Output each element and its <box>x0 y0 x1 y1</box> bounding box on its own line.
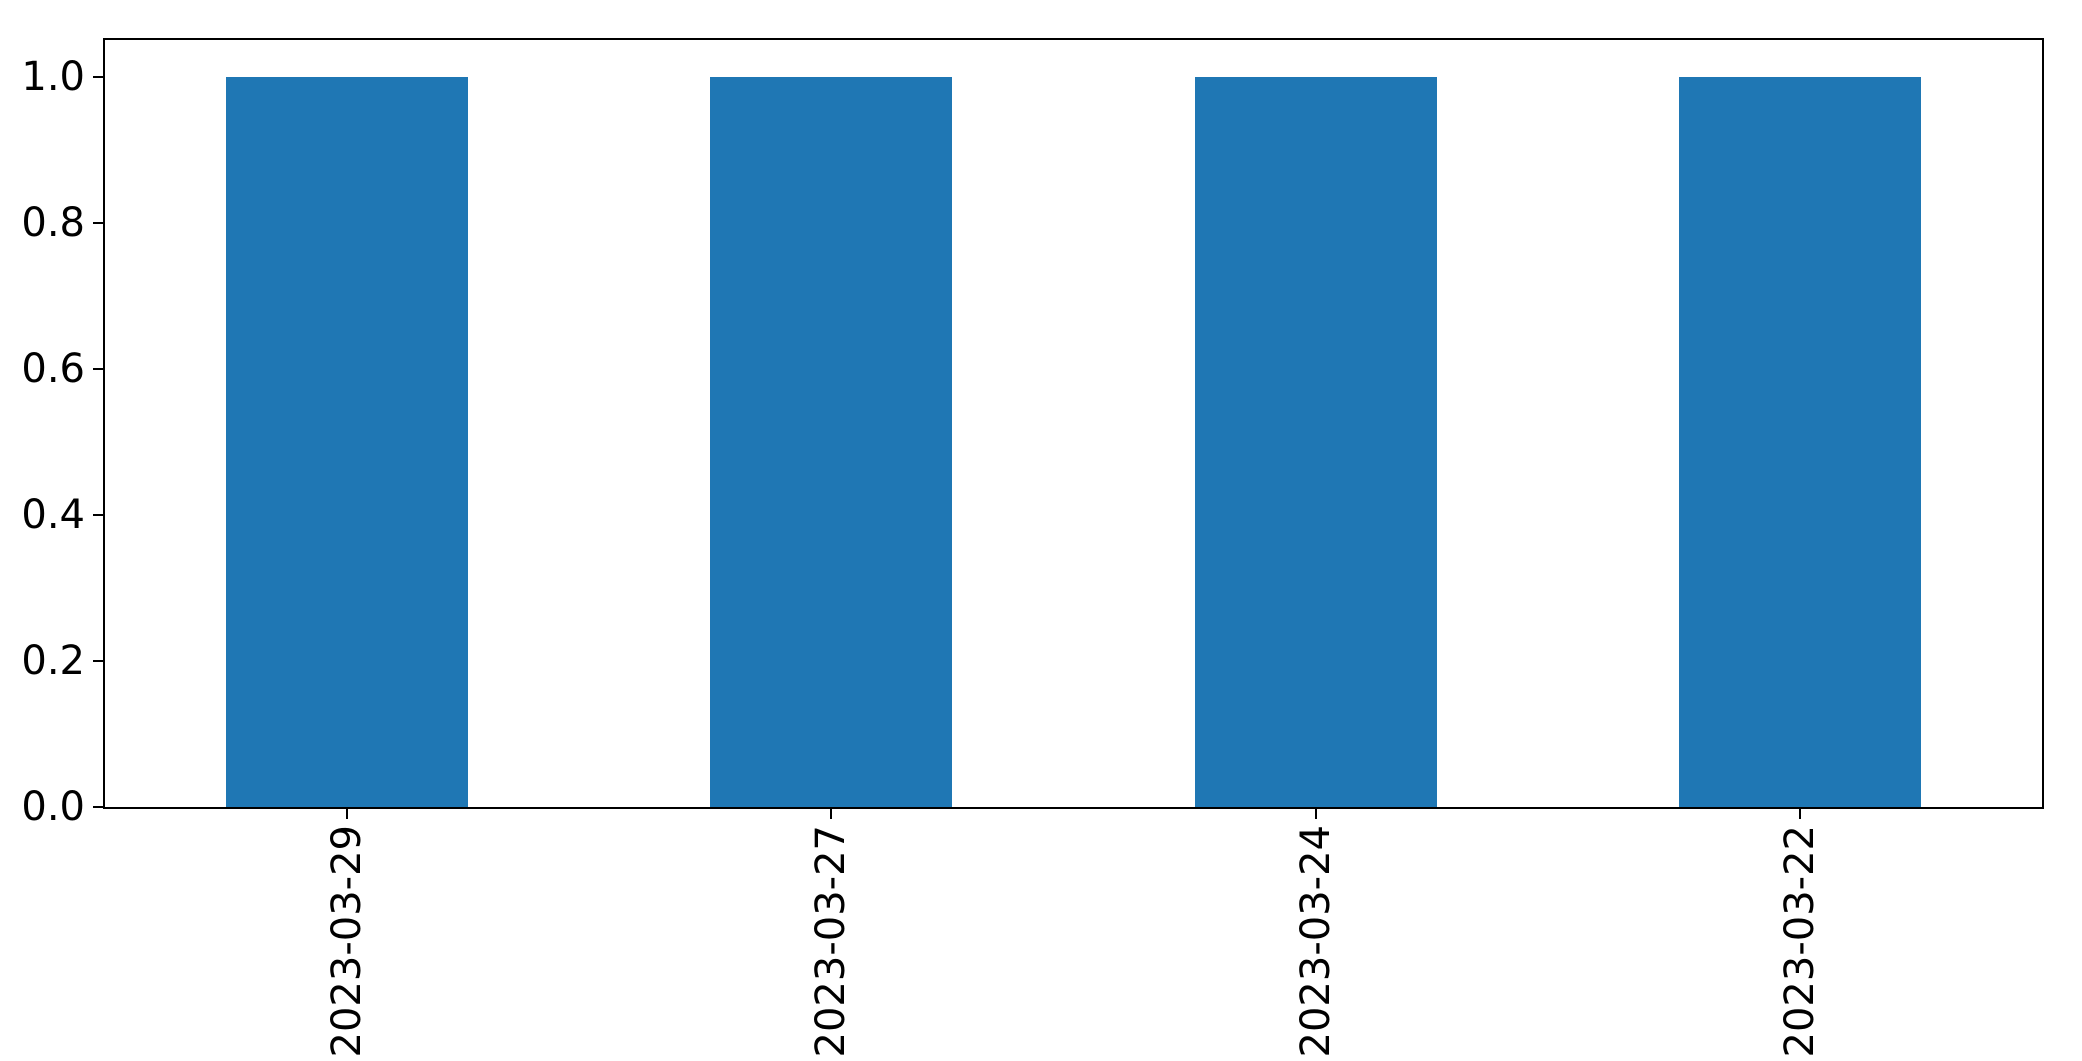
x-tick-label: 2023-03-22 <box>1776 825 1823 1058</box>
y-tick-label: 0.8 <box>21 199 85 246</box>
bar <box>1194 76 1437 807</box>
bar <box>710 76 953 807</box>
y-tick-label: 0.4 <box>21 491 85 538</box>
bar <box>1678 76 1921 807</box>
x-tick-mark <box>346 809 349 819</box>
y-tick-mark <box>93 221 103 224</box>
x-tick-label: 2023-03-27 <box>808 825 855 1058</box>
y-tick-label: 1.0 <box>21 53 85 100</box>
y-tick-mark <box>93 806 103 808</box>
y-tick-label: 0.0 <box>21 784 85 830</box>
y-tick-label: 0.2 <box>21 637 85 684</box>
y-tick-mark <box>93 75 103 78</box>
x-tick-mark <box>830 809 833 819</box>
x-tick-label: 2023-03-24 <box>1292 825 1339 1058</box>
y-tick-label: 0.6 <box>21 345 85 392</box>
x-tick-mark <box>1314 809 1317 819</box>
bar <box>226 76 469 807</box>
y-tick-mark <box>93 513 103 516</box>
y-tick-mark <box>93 659 103 662</box>
x-tick-mark <box>1798 809 1801 819</box>
y-tick-mark <box>93 367 103 370</box>
plot-area: 2023-03-29 2023-03-27 2023-03-24 2023-03-22… <box>21 38 2044 1057</box>
x-tick-label: 2023-03-29 <box>324 825 371 1058</box>
